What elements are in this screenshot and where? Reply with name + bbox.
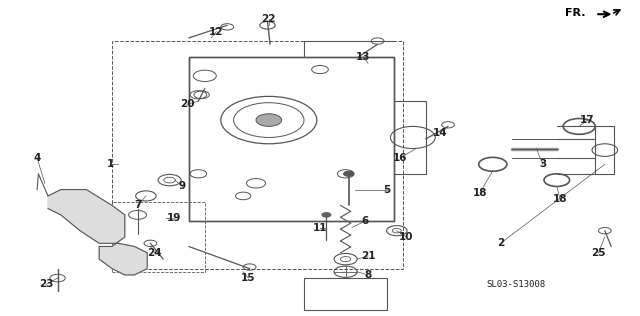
Text: 1: 1	[106, 159, 114, 169]
Text: SL03-S13008: SL03-S13008	[486, 280, 545, 289]
Text: 9: 9	[179, 181, 186, 191]
Text: 21: 21	[361, 251, 375, 261]
Text: 24: 24	[148, 248, 162, 258]
Text: 14: 14	[433, 128, 447, 138]
Text: 8: 8	[364, 270, 372, 280]
Text: 18: 18	[473, 188, 487, 198]
Bar	[112, 41, 403, 269]
Text: 6: 6	[361, 216, 369, 226]
Text: 20: 20	[180, 99, 194, 109]
Text: 17: 17	[580, 115, 595, 125]
Polygon shape	[48, 190, 147, 275]
Bar	[189, 57, 394, 221]
Text: 23: 23	[39, 279, 53, 289]
Text: 5: 5	[383, 185, 391, 195]
Text: 7: 7	[134, 200, 141, 210]
Text: 25: 25	[591, 248, 605, 258]
Circle shape	[344, 171, 354, 176]
Text: 11: 11	[313, 222, 327, 233]
Text: FR.: FR.	[565, 8, 586, 18]
Text: 19: 19	[167, 213, 181, 223]
Text: 18: 18	[553, 194, 567, 204]
Text: 15: 15	[241, 273, 255, 283]
Text: 10: 10	[399, 232, 413, 242]
Text: 4: 4	[33, 153, 41, 163]
Bar	[304, 278, 387, 310]
Bar	[112, 202, 205, 272]
Text: 2: 2	[497, 238, 504, 248]
Text: 22: 22	[262, 14, 276, 24]
Text: 12: 12	[209, 27, 223, 37]
Text: 3: 3	[539, 159, 547, 169]
Circle shape	[256, 114, 282, 126]
Text: 16: 16	[393, 153, 407, 163]
Text: 13: 13	[356, 52, 371, 62]
Circle shape	[322, 213, 331, 217]
